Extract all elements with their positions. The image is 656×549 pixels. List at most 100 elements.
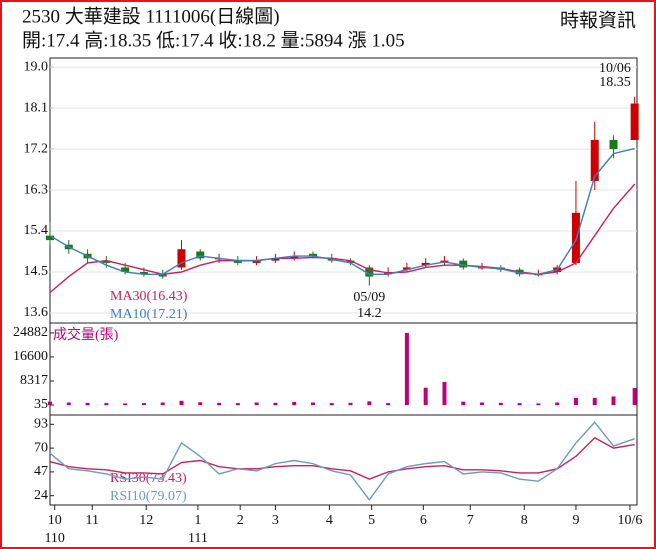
x-tick-label: 12 xyxy=(139,513,153,528)
y-tick-label: 19.0 xyxy=(24,59,49,74)
y-tick-label: 15.4 xyxy=(24,223,49,238)
bar xyxy=(66,402,71,406)
annotation-date: 05/09 xyxy=(353,290,385,305)
bar xyxy=(611,396,616,406)
x-tick-label: 3 xyxy=(272,513,279,528)
bar xyxy=(235,403,240,406)
bar xyxy=(480,402,485,406)
candle-body xyxy=(196,251,205,259)
x-tick-label: 5 xyxy=(368,513,375,528)
candle-body xyxy=(630,103,639,140)
legend-label: MA10(17.21) xyxy=(110,307,188,322)
candle-body xyxy=(102,260,111,263)
candle-body xyxy=(271,258,280,261)
legend-label: MA30(16.43) xyxy=(110,289,188,304)
bar xyxy=(592,397,597,406)
candle-body xyxy=(290,256,299,259)
panel-title: 成交量(張) xyxy=(53,326,119,343)
y-tick-label: 8317 xyxy=(20,373,48,388)
y-tick-label: 93 xyxy=(34,417,48,432)
x-tick-label: 2 xyxy=(237,513,244,528)
y-tick-label: 47 xyxy=(34,464,48,479)
candle-body xyxy=(346,260,355,263)
bar xyxy=(254,402,259,406)
candle-body xyxy=(121,267,130,273)
y-tick-label: 14.5 xyxy=(24,264,49,279)
x-tick-label: 8 xyxy=(521,513,528,528)
bar xyxy=(273,402,278,406)
y-tick-label: 17.2 xyxy=(24,141,49,156)
candle-body xyxy=(252,260,261,263)
source: 時報資訊 xyxy=(560,9,636,31)
series-line xyxy=(49,147,635,275)
y-tick-label: 18.1 xyxy=(24,100,49,115)
candle-body xyxy=(402,267,411,270)
y-tick-label: 24882 xyxy=(13,325,48,340)
annotation-value: 18.35 xyxy=(599,75,631,90)
bar xyxy=(404,332,409,406)
x-tick-label: 7 xyxy=(467,513,474,528)
bar xyxy=(423,387,428,406)
candle-body xyxy=(459,260,468,268)
bar xyxy=(85,402,90,406)
bar xyxy=(367,401,372,406)
candle-body xyxy=(46,235,54,241)
x-tick-label: 6 xyxy=(420,513,427,528)
bar xyxy=(160,402,165,406)
y-tick-label: 70 xyxy=(34,440,48,455)
bar xyxy=(310,402,315,406)
candle-body xyxy=(139,272,148,275)
bar xyxy=(329,403,334,406)
bar xyxy=(573,397,578,406)
x-tick-label: 4 xyxy=(326,513,333,528)
x-tick-label: 10/6 xyxy=(618,513,643,528)
bar xyxy=(292,401,297,406)
series-line xyxy=(49,421,635,502)
candle-body xyxy=(158,274,167,277)
bar xyxy=(386,403,391,406)
legend-label: RSI30(73.43) xyxy=(110,471,187,486)
bar xyxy=(536,403,541,406)
candle-body xyxy=(233,260,242,263)
plot-frame xyxy=(49,57,638,506)
candle-body xyxy=(177,249,186,268)
bar xyxy=(442,381,447,406)
candle-body xyxy=(421,262,430,266)
y-tick-label: 16600 xyxy=(13,349,48,364)
candle-body xyxy=(609,139,618,150)
annotation-date: 10/06 xyxy=(599,61,631,76)
x-tick-label: 10 xyxy=(48,513,62,528)
x-tick-label: 11 xyxy=(86,513,99,528)
bar xyxy=(348,402,353,406)
summary: 開:17.4 高:18.35 低:17.4 收:18.2 量:5894 漲 1.… xyxy=(22,29,405,51)
bar xyxy=(498,402,503,406)
bar xyxy=(123,403,128,406)
bar xyxy=(555,402,560,406)
bar xyxy=(198,402,203,406)
y-tick-label: 16.3 xyxy=(24,182,49,197)
bar xyxy=(104,403,109,406)
candle-body xyxy=(590,139,599,181)
legend-label: RSI10(79.07) xyxy=(110,489,187,504)
chart-title: 2530 大華建設 1111006(日線圖) xyxy=(22,5,280,27)
bar xyxy=(141,403,146,406)
y-tick-label: 24 xyxy=(34,488,48,503)
year-label: 111 xyxy=(188,531,208,546)
x-tick-label: 1 xyxy=(194,513,201,528)
annotation-value: 14.2 xyxy=(357,306,382,321)
series-line xyxy=(49,436,635,480)
candle-body xyxy=(308,253,317,257)
bar xyxy=(632,388,637,406)
bar xyxy=(179,400,184,406)
x-tick-label: 9 xyxy=(572,513,579,528)
bar xyxy=(48,401,52,406)
bar xyxy=(217,402,222,406)
candle-body xyxy=(365,267,374,277)
y-tick-label: 13.6 xyxy=(24,305,49,320)
y-tick-label: 35 xyxy=(34,397,48,412)
year-label: 110 xyxy=(44,531,64,546)
bar xyxy=(461,401,466,406)
